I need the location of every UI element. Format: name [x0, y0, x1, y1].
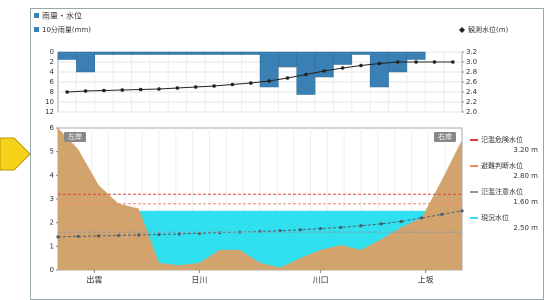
rain-bar: [333, 52, 351, 65]
profile-dot: [339, 226, 342, 229]
pointer-arrow: [0, 138, 30, 170]
level-dot: [176, 86, 180, 90]
profile-dot: [440, 213, 443, 216]
y2-tick-label: 2.4: [466, 88, 478, 96]
rain-bar: [315, 52, 333, 77]
y-tick-label: 2: [50, 219, 54, 227]
y2-tick-label: 3.2: [466, 48, 477, 56]
legend-name: 氾濫注意水位: [481, 187, 523, 196]
level-dot: [378, 62, 382, 66]
level-dot: [433, 60, 437, 64]
profile-dot: [420, 216, 423, 219]
y-tick-label: 4: [50, 68, 55, 76]
rain-bar: [278, 52, 296, 67]
y-tick-label: 3: [50, 195, 54, 203]
level-dot: [212, 84, 216, 88]
y2-tick-label: 2.2: [466, 98, 477, 106]
profile-dot: [299, 228, 302, 231]
y-tick-label: 8: [50, 88, 54, 96]
level-dot: [157, 87, 161, 91]
rain-bar: [76, 52, 94, 72]
level-dot: [139, 88, 143, 92]
y-tick-label: 12: [45, 108, 54, 116]
rain-bar: [370, 52, 388, 87]
level-dot: [414, 60, 418, 64]
legend-value: 2.50 m: [513, 224, 538, 232]
profile-dot: [56, 235, 59, 238]
legend-name: 氾濫危険水位: [481, 135, 523, 144]
profile-dot: [137, 233, 140, 236]
rain-bar: [205, 52, 223, 55]
y-tick-label: 0: [50, 266, 54, 274]
legend-label: 観測水位(m): [468, 25, 509, 34]
level-dot: [322, 69, 326, 73]
profile-dot: [97, 234, 100, 237]
y-tick-label: 4: [50, 171, 55, 179]
legend-label: 10分雨量(mm): [42, 25, 91, 34]
rain-bar: [131, 52, 149, 55]
rain-bar: [95, 52, 113, 55]
rain-bar: [407, 52, 425, 60]
y-tick-label: 0: [50, 48, 54, 56]
title-marker: [34, 13, 39, 18]
y-tick-label: 6: [50, 78, 55, 86]
legend-name: 避難判断水位: [481, 161, 523, 170]
chart: 雨量・水位 0246810122.02.22.42.62.83.03.210分雨…: [0, 0, 544, 300]
legend-value: 1.60 m: [513, 198, 538, 206]
profile-dot: [117, 234, 120, 237]
level-dot: [65, 90, 69, 94]
x-tick-label: 川口: [313, 276, 329, 285]
y-tick-label: 6: [50, 124, 55, 132]
rain-bar: [113, 52, 131, 55]
x-tick-label: 出雲: [86, 275, 102, 285]
y2-tick-label: 2.0: [466, 108, 477, 116]
bank-label: 右岸: [438, 132, 452, 141]
level-dot: [359, 64, 363, 68]
level-dot: [194, 85, 198, 89]
legend-marker: [34, 27, 39, 32]
legend-value: 2.80 m: [513, 172, 538, 180]
legend-value: 3.20 m: [513, 146, 538, 154]
legend-name: 現況水位: [481, 213, 509, 222]
rain-bar: [223, 52, 241, 55]
level-dot: [84, 89, 88, 93]
y-tick-label: 10: [45, 98, 54, 106]
y2-tick-label: 2.6: [466, 78, 478, 86]
rain-bar: [58, 52, 76, 60]
y-tick-label: 5: [50, 148, 54, 156]
level-dot: [120, 88, 124, 92]
level-dot: [451, 60, 455, 64]
profile-dot: [460, 209, 463, 212]
x-tick-label: 上坂: [418, 275, 434, 285]
page: 雨量・水位 0246810122.02.22.42.62.83.03.210分雨…: [0, 0, 544, 300]
level-dot: [341, 66, 345, 70]
profile-dot: [319, 227, 322, 230]
bank-label: 左岸: [68, 132, 82, 141]
profile-dot: [178, 232, 181, 235]
level-dot: [102, 89, 106, 93]
level-dot: [249, 81, 253, 85]
y2-tick-label: 3.0: [466, 58, 477, 66]
level-dot: [304, 73, 308, 77]
profile-dot: [77, 235, 80, 238]
rain-bar: [352, 52, 370, 55]
profile-dot: [400, 220, 403, 223]
y-tick-label: 2: [50, 58, 54, 66]
x-tick-label: 日川: [191, 276, 207, 285]
chart-title: 雨量・水位: [42, 11, 82, 21]
y-tick-label: 1: [50, 242, 54, 250]
rain-bar: [187, 52, 205, 55]
level-dot: [286, 76, 290, 80]
rain-bar: [150, 52, 168, 55]
rain-bar: [168, 52, 186, 55]
rain-bar: [242, 52, 260, 55]
profile-dot: [157, 233, 160, 236]
profile-dot: [359, 224, 362, 227]
level-dot: [267, 79, 271, 83]
profile-dot: [380, 222, 383, 225]
level-dot: [396, 60, 400, 64]
y2-tick-label: 2.8: [466, 68, 477, 76]
level-dot: [231, 83, 235, 87]
